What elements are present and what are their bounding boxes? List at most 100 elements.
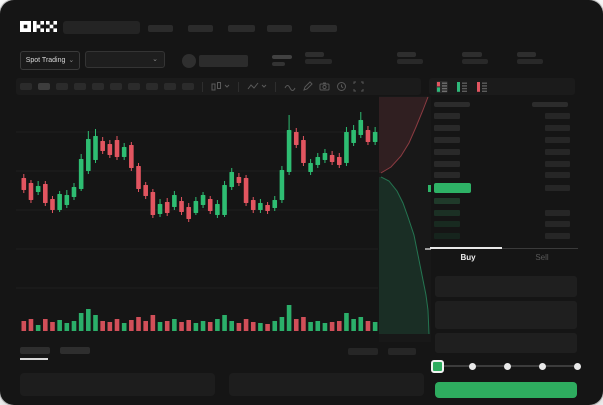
divider xyxy=(275,81,276,92)
ask-row-size[interactable] xyxy=(434,149,460,155)
camera-icon[interactable] xyxy=(319,81,330,92)
timeframe-pill[interactable] xyxy=(164,83,176,90)
fullscreen-icon[interactable] xyxy=(353,81,364,92)
orderbook-view-bids-icon[interactable] xyxy=(456,81,468,93)
chevron-down-icon xyxy=(224,84,230,88)
stat-value-placeholder xyxy=(397,59,423,64)
pair-action-button[interactable] xyxy=(199,55,248,67)
timeframe-pill[interactable] xyxy=(182,83,194,90)
total-field[interactable] xyxy=(435,333,577,353)
ask-row-size[interactable] xyxy=(434,172,460,178)
bottom-tab[interactable] xyxy=(60,347,90,354)
ask-row-price[interactable] xyxy=(545,113,570,119)
orderbook-col-header xyxy=(532,102,568,107)
depth-chart[interactable] xyxy=(379,96,431,342)
timeframe-pill[interactable] xyxy=(56,83,68,90)
ask-row-size[interactable] xyxy=(434,161,460,167)
ask-row-price[interactable] xyxy=(545,161,570,167)
orders-panel-placeholder xyxy=(20,373,215,396)
bid-row-price[interactable] xyxy=(545,233,570,239)
bid-row-size[interactable] xyxy=(434,233,460,239)
ask-row-size[interactable] xyxy=(434,137,460,143)
chart-style-dropdown[interactable] xyxy=(211,81,230,92)
chevron-down-icon xyxy=(261,84,267,88)
ask-row-price[interactable] xyxy=(545,149,570,155)
indicator-icon xyxy=(247,82,259,89)
slider-handle[interactable] xyxy=(430,359,444,373)
nav-item[interactable] xyxy=(267,25,292,32)
timeframe-pill[interactable] xyxy=(20,83,32,90)
market-mode-label: Spot Trading xyxy=(25,57,66,64)
buy-tab-underline xyxy=(430,247,502,249)
nav-item[interactable] xyxy=(310,25,337,32)
last-price-side xyxy=(545,185,570,191)
orderbook-view-combined-icon[interactable] xyxy=(436,80,448,93)
divider xyxy=(202,81,203,92)
ask-row-size[interactable] xyxy=(434,125,460,131)
timeframe-pill[interactable] xyxy=(74,83,86,90)
orderbook-col-header xyxy=(434,102,470,107)
stat-label-placeholder xyxy=(517,52,536,57)
last-price-highlight xyxy=(434,183,471,193)
stat-value-placeholder xyxy=(305,59,332,64)
chevron-down-icon: ⌄ xyxy=(68,57,75,64)
timeframe-pill[interactable] xyxy=(92,83,104,90)
stat-label-placeholder xyxy=(397,52,416,57)
stat-label-placeholder xyxy=(462,52,482,57)
market-mode-dropdown[interactable]: Spot Trading ⌄ xyxy=(20,51,80,70)
bid-row-size[interactable] xyxy=(434,198,460,204)
pair-selector-dropdown[interactable]: ⌄ xyxy=(85,51,165,68)
ask-row-price[interactable] xyxy=(545,137,570,143)
indicators-dropdown[interactable] xyxy=(247,82,267,92)
ask-row-price[interactable] xyxy=(545,125,570,131)
chart-toolbar xyxy=(16,78,421,95)
ask-row-size[interactable] xyxy=(434,113,460,119)
timeframe-pill[interactable] xyxy=(110,83,122,90)
price-field[interactable] xyxy=(435,276,577,297)
slider-stop-dot[interactable] xyxy=(573,362,581,370)
timeframe-pill[interactable] xyxy=(128,83,140,90)
amount-field[interactable] xyxy=(435,301,577,329)
bottom-tab-active[interactable] xyxy=(20,347,50,354)
orders-panel-placeholder xyxy=(229,373,424,396)
line-tool-icon[interactable] xyxy=(284,82,296,92)
last-price-placeholder xyxy=(272,55,292,59)
slider-stop-dot[interactable] xyxy=(468,362,476,370)
draw-pencil-icon[interactable] xyxy=(302,81,313,92)
timeframe-pill[interactable] xyxy=(146,83,158,90)
stat-value-placeholder xyxy=(517,59,543,64)
price-change-placeholder xyxy=(272,62,285,66)
price-chart[interactable] xyxy=(16,96,378,342)
search-input[interactable] xyxy=(63,21,140,34)
slider-stop-dot[interactable] xyxy=(538,362,546,370)
active-tab-underline xyxy=(20,358,48,360)
bid-row-price[interactable] xyxy=(545,221,570,227)
chart-range-tab[interactable] xyxy=(388,348,416,355)
timeframe-pill[interactable] xyxy=(38,83,50,90)
tab-buy[interactable]: Buy xyxy=(460,253,476,262)
settings-clock-icon[interactable] xyxy=(336,81,347,92)
tab-sell[interactable]: Sell xyxy=(535,253,549,262)
tab-divider xyxy=(502,248,578,249)
divider xyxy=(238,81,239,92)
bid-row-size[interactable] xyxy=(434,221,460,227)
orderbook-view-asks-icon[interactable] xyxy=(476,81,488,93)
nav-item[interactable] xyxy=(148,25,173,32)
timeframe-pills xyxy=(20,83,194,90)
nav-item[interactable] xyxy=(228,25,255,32)
coin-avatar[interactable] xyxy=(182,54,196,68)
bid-row-price[interactable] xyxy=(545,210,570,216)
stat-label-placeholder xyxy=(305,52,324,57)
slider-stop-dot[interactable] xyxy=(503,362,511,370)
candle-style-icon xyxy=(211,81,221,90)
ask-row-price[interactable] xyxy=(545,172,570,178)
okx-logo xyxy=(20,21,57,32)
orderbook-toolbar xyxy=(429,78,575,95)
nav-item[interactable] xyxy=(188,25,213,32)
stat-value-placeholder xyxy=(462,59,488,64)
bid-row-size[interactable] xyxy=(434,210,460,216)
chart-range-tab[interactable] xyxy=(348,348,378,355)
submit-buy-button[interactable] xyxy=(435,382,577,398)
